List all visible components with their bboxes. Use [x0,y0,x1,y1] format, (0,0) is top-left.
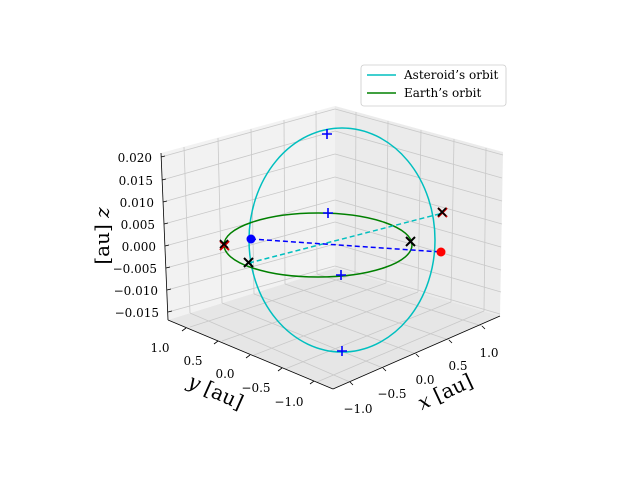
y-tick-label: 0.0 [215,367,234,381]
z-tick-label: −0.015 [115,306,159,320]
x-tick-label: −0.5 [377,387,406,401]
legend: Asteroid’s orbit Earth’s orbit [360,64,507,107]
cross-marker-black [437,207,447,217]
plus-marker [323,208,333,218]
x-tick-label: −1.0 [343,402,372,416]
y-axis-line [167,319,334,390]
x-tick-label: 0.5 [448,359,467,373]
legend-label-asteroid: Asteroid’s orbit [403,68,498,82]
plus-marker [337,346,347,356]
z-tick-label: −0.010 [114,284,158,298]
x-tick-label: 0.0 [415,373,434,387]
asteroid-dashed-line [248,212,444,264]
legend-box [360,64,507,107]
z-tick-label: 0.010 [120,196,154,210]
plus-marker [336,270,346,280]
x-tick-labels: −1.0 −0.5 0.0 0.5 1.0 [343,346,498,416]
cross-marker-black [243,257,254,268]
y-tick-label: 0.5 [183,354,202,368]
z-axis-label: [au] z [90,207,114,265]
z-tick-label: 0.020 [118,151,152,165]
y-tick-label: −1.0 [274,395,303,409]
tick-marks [160,155,486,386]
z-tick-label: 0.015 [119,174,153,188]
cross-marker-black [405,236,416,247]
red-point [436,247,446,257]
y-tick-labels: 1.0 0.5 0.0 −0.5 −1.0 [150,341,303,409]
x-axis-line [332,315,501,390]
pane-floor [168,268,500,389]
z-axis-line [160,152,169,321]
z-tick-label: 0.005 [121,218,155,232]
cross-markers [219,207,448,268]
y-tick-label: 1.0 [150,341,169,355]
blue-point [246,234,256,244]
cross-marker-black [219,239,229,249]
z-tick-labels: 0.020 0.015 0.010 0.005 0.000 −0.005 −0.… [113,151,159,320]
z-tick-label: 0.000 [122,240,156,254]
y-tick-label: −0.5 [241,381,270,395]
pane-back-left [161,106,335,320]
pane-back-right [335,106,503,316]
legend-label-earth: Earth’s orbit [404,86,481,100]
x-tick-label: 1.0 [479,346,498,360]
axis-lines [160,152,501,390]
z-tick-label: −0.005 [113,262,157,276]
plus-marker [322,129,332,139]
plus-markers [322,129,347,356]
